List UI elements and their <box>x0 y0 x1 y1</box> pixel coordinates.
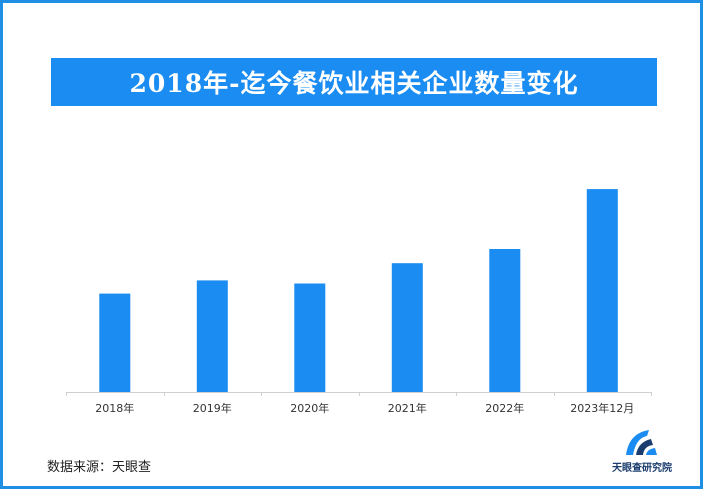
x-tick-label: 2019年 <box>193 401 232 415</box>
bar <box>391 263 423 392</box>
tianyancha-logo-icon <box>626 430 657 455</box>
bar <box>196 280 228 392</box>
bar-chart: 2018年 2019年 2020年 2021年 2022年 2023年12月 <box>66 189 652 415</box>
logo-label: 天眼查研究院 <box>612 463 672 474</box>
title-banner: 2018年-迄今餐饮业相关企业数量变化 <box>51 58 657 106</box>
x-tick-label: 2018年 <box>95 401 134 415</box>
x-tick-label: 2020年 <box>290 401 329 415</box>
bar <box>99 293 131 392</box>
bar <box>489 249 521 392</box>
bar <box>294 283 326 392</box>
brand-logo: 天眼查研究院 <box>607 427 677 477</box>
bar <box>586 189 618 392</box>
data-source-note: 数据来源：天眼查 <box>47 460 152 475</box>
chart-title: 2018年-迄今餐饮业相关企业数量变化 <box>129 69 579 98</box>
x-tick-label: 2022年 <box>485 401 524 415</box>
x-tick-label: 2021年 <box>388 401 427 415</box>
x-tick-label: 2023年12月 <box>570 401 634 415</box>
